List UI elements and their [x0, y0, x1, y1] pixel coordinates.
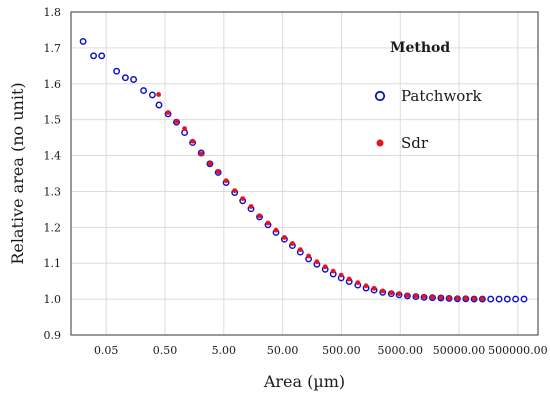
legend-label-patchwork: Patchwork	[401, 87, 482, 105]
y-tick-label: 1.6	[44, 78, 62, 91]
x-axis-label: Area (µm)	[263, 372, 345, 391]
data-point-sdr	[207, 161, 213, 166]
y-tick-labels: 0.9 1.0 1.1 1.2 1.3 1.4 1.5 1.6 1.7 1.8	[44, 6, 62, 342]
data-point-sdr	[314, 259, 320, 265]
data-point-sdr	[405, 292, 410, 298]
data-point-sdr	[363, 283, 369, 289]
x-tick-label: 50.00	[267, 344, 299, 357]
data-point-sdr	[413, 293, 419, 299]
x-tick-labels: 0.05 0.50 5.00 50.00 500.00 5000.00 50000.00 50…	[94, 344, 548, 357]
legend-title: Method	[390, 40, 450, 56]
data-point-patchwork	[121, 74, 129, 82]
data-point-sdr	[446, 295, 452, 301]
data-point-sdr	[257, 213, 262, 219]
data-point-patchwork	[130, 76, 138, 83]
y-tick-label: 1.1	[44, 257, 62, 270]
y-tick-label: 0.9	[44, 329, 62, 342]
y-tick-label: 1.8	[44, 6, 62, 19]
data-point-sdr	[396, 291, 402, 297]
y-tick-label: 1.4	[44, 150, 62, 163]
data-point-sdr	[198, 151, 204, 157]
data-point-patchwork	[79, 37, 87, 45]
y-tick-label: 1.0	[44, 293, 62, 306]
x-tick-label: 0.50	[153, 344, 178, 357]
data-point-patchwork	[140, 87, 148, 95]
data-point-sdr	[322, 264, 328, 270]
data-point-sdr	[463, 296, 469, 301]
data-point-sdr	[156, 92, 162, 97]
data-point-sdr	[223, 178, 229, 184]
y-tick-label: 1.7	[44, 42, 62, 55]
legend: Method Patchwork Sdr	[374, 40, 482, 152]
legend-label-sdr: Sdr	[401, 134, 429, 152]
y-tick-label: 1.5	[44, 114, 62, 127]
data-point-sdr	[165, 110, 171, 115]
data-point-sdr	[265, 220, 271, 226]
x-tick-label: 5.00	[212, 344, 237, 357]
data-point-sdr	[421, 294, 427, 299]
data-point-sdr	[338, 272, 344, 278]
data-point-sdr	[346, 276, 352, 282]
data-point-sdr	[371, 285, 377, 291]
data-point-sdr	[471, 296, 477, 302]
data-point-sdr	[282, 235, 287, 240]
data-point-sdr	[215, 169, 221, 175]
data-point-sdr	[232, 188, 238, 194]
data-point-sdr	[388, 290, 394, 296]
data-point-sdr	[297, 247, 303, 253]
data-point-patchwork	[495, 295, 503, 303]
data-point-sdr	[355, 280, 361, 285]
plot-frame	[70, 11, 539, 336]
grid	[71, 11, 538, 336]
data-point-patchwork	[512, 295, 520, 303]
data-point-sdr	[290, 241, 295, 246]
data-point-patchwork	[90, 52, 98, 60]
data-point-sdr	[240, 196, 246, 202]
y-tick-label: 1.3	[44, 185, 62, 198]
data-point-sdr	[306, 253, 311, 259]
x-tick-label: 5000.00	[377, 344, 423, 357]
legend-marker-patchwork	[374, 90, 386, 102]
data-point-sdr	[182, 126, 188, 131]
legend-marker-sdr	[376, 139, 384, 147]
y-tick-label: 1.2	[44, 221, 62, 234]
data-point-sdr	[174, 119, 179, 124]
y-axis-label: Relative area (no unit)	[8, 82, 27, 264]
series	[79, 37, 528, 303]
x-tick-label: 500.00	[322, 344, 361, 357]
data-point-sdr	[455, 296, 460, 301]
data-point-sdr	[190, 138, 196, 144]
series-patchwork	[79, 37, 528, 303]
x-tick-label: 0.05	[94, 344, 119, 357]
data-point-patchwork	[503, 295, 511, 303]
data-point-sdr	[273, 227, 279, 233]
data-point-sdr	[480, 296, 485, 302]
data-point-sdr	[380, 288, 386, 294]
series-sdr	[156, 92, 485, 302]
data-point-patchwork	[155, 101, 163, 109]
legend-item-patchwork: Patchwork	[374, 87, 482, 105]
data-point-sdr	[248, 204, 254, 209]
data-point-sdr	[430, 294, 435, 300]
data-point-sdr	[330, 268, 336, 274]
legend-item-sdr: Sdr	[376, 134, 429, 152]
data-point-patchwork	[520, 295, 528, 303]
data-point-patchwork	[148, 91, 156, 99]
data-point-patchwork	[98, 52, 106, 60]
data-point-patchwork	[113, 67, 121, 75]
x-tick-label: 50000.00	[433, 344, 486, 357]
data-point-patchwork	[487, 295, 495, 303]
x-tick-label: 500000.00	[488, 344, 548, 357]
data-point-sdr	[438, 295, 444, 301]
